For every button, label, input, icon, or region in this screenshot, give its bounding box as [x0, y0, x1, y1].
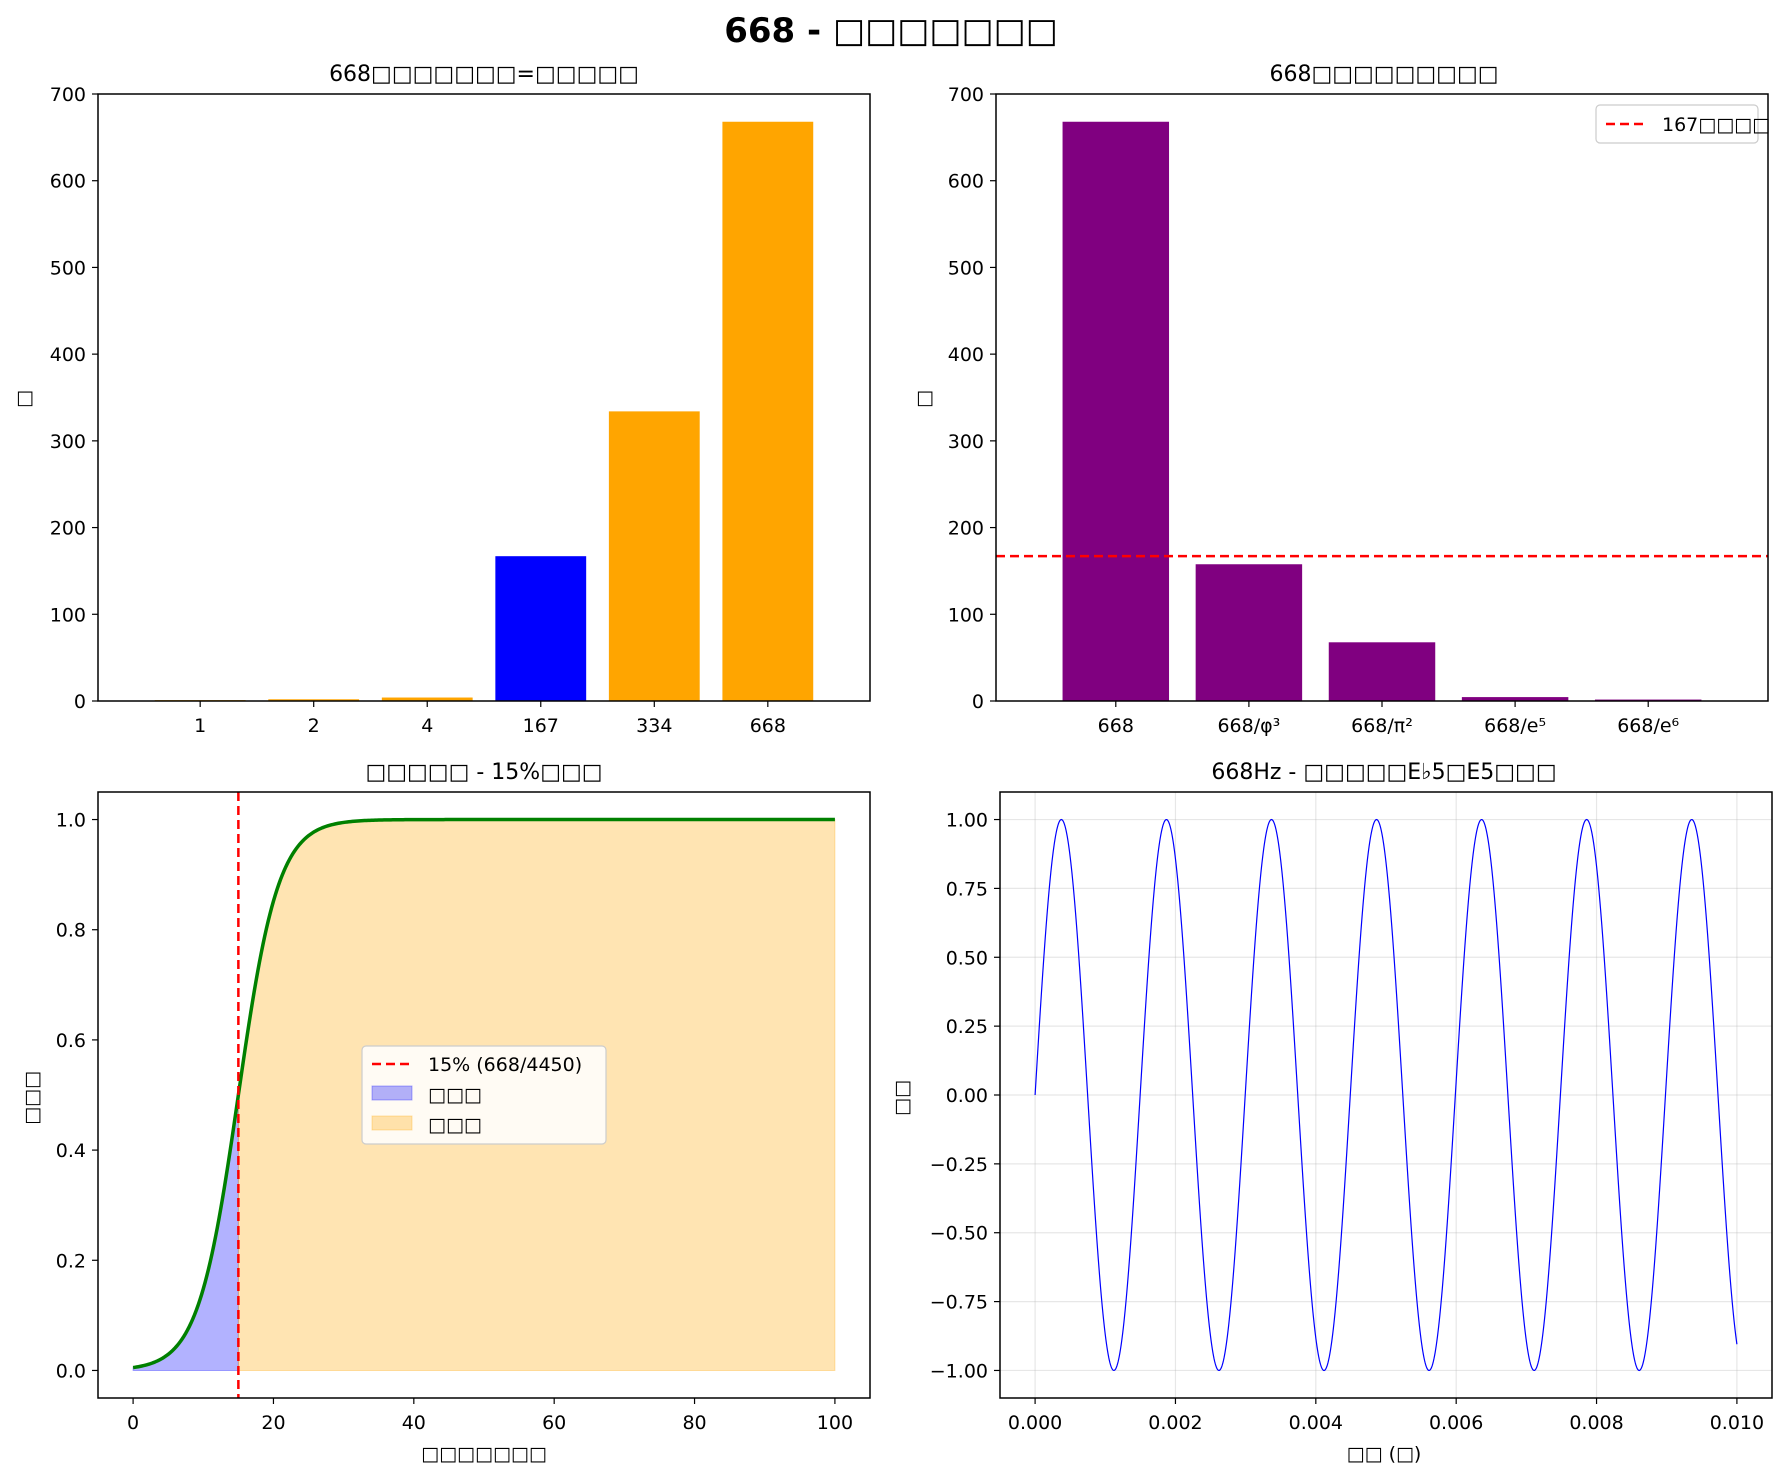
panel1-title: 668□□□□□□□=□□□□□: [329, 62, 639, 87]
legend-label-threshold: 15% (668/4450): [428, 1054, 582, 1076]
fill-area-before-threshold: [132, 1094, 239, 1371]
y-tick-label: 0.8: [56, 920, 86, 942]
y-tick-label: 0.50: [946, 947, 988, 969]
panel3-title: □□□□□ - 15%□□□: [365, 760, 602, 785]
y-tick-label: 0.0: [56, 1360, 86, 1382]
y-tick-label: 400: [948, 344, 984, 366]
panel1-ylabel: □: [13, 390, 35, 408]
panel3-axes-frame: [97, 791, 871, 1399]
bar-0: [1062, 121, 1170, 701]
panel3-xlabel: □□□□□□□: [421, 1443, 547, 1465]
bar-334: [608, 411, 700, 701]
y-tick-label: 0.25: [946, 1016, 988, 1038]
x-tick-label: 20: [261, 1412, 285, 1434]
panel-logistic-curve: □□□□□ - 15%□□□ □□□□□□□ □□□ 0 20 40 60 80 100 …: [21, 760, 871, 1465]
y-tick-label: −0.75: [930, 1292, 988, 1314]
panel3-ylabel: □□□: [21, 1071, 43, 1125]
y-tick-label: 0.00: [946, 1085, 988, 1107]
x-tick-label: 4: [421, 715, 433, 737]
legend-label-reference-line: 167□□□□: [1662, 114, 1770, 136]
x-tick-label: 668/π²: [1351, 715, 1413, 737]
y-tick-label: 100: [948, 604, 984, 626]
x-tick-label: 60: [542, 1412, 566, 1434]
y-tick-label: 500: [50, 257, 86, 279]
y-tick-label: −0.50: [930, 1223, 988, 1245]
legend-label-fill-after: □□□: [428, 1114, 482, 1136]
panel2-legend: 167□□□□: [1595, 104, 1770, 144]
x-tick-label: 334: [636, 715, 672, 737]
y-tick-label: 600: [50, 171, 86, 193]
y-tick-label: 1.00: [946, 810, 988, 832]
figure-suptitle: 668 - □□□□□□□: [724, 11, 1058, 51]
y-tick-label: 300: [50, 431, 86, 453]
y-tick-label: 600: [948, 171, 984, 193]
x-tick-label: 1: [194, 715, 206, 737]
x-tick-label: 0.000: [1008, 1412, 1062, 1434]
legend-box: [1595, 104, 1759, 144]
x-tick-label: 668: [1098, 715, 1134, 737]
panel4-xlabel: □□ (□): [1347, 1443, 1422, 1465]
y-tick-label: 1.0: [56, 810, 86, 832]
x-tick-label: 668/e⁵: [1484, 715, 1546, 737]
y-tick-label: 0.6: [56, 1030, 86, 1052]
y-tick-label: 0: [972, 691, 984, 713]
bar-3: [1461, 697, 1569, 701]
y-tick-label: −1.00: [930, 1360, 988, 1382]
y-tick-label: 100: [50, 604, 86, 626]
panel2-axes-frame: [995, 93, 1769, 702]
panel4-title: 668Hz - □□□□□E♭5□E5□□□: [1211, 760, 1556, 785]
y-tick-label: 0.2: [56, 1250, 86, 1272]
panel2-ylabel: □: [913, 390, 935, 408]
y-tick-label: 400: [50, 344, 86, 366]
x-tick-label: 0.002: [1148, 1412, 1202, 1434]
panel-ratio-bars: 668□□□□□□□□□ □ 668 668/φ³ 668/π² 668/e⁵ 668/…: [913, 62, 1770, 737]
legend-label-fill-before: □□□: [428, 1084, 482, 1106]
y-tick-label: 700: [948, 84, 984, 106]
y-tick-label: 700: [50, 84, 86, 106]
x-tick-label: 2: [308, 715, 320, 737]
x-tick-label: 0.008: [1569, 1412, 1623, 1434]
bar-668: [722, 121, 814, 701]
x-tick-label: 100: [817, 1412, 853, 1434]
bar-1: [1195, 564, 1303, 701]
logistic-curve-line: [132, 817, 835, 1370]
panel-divisor-bars: 668□□□□□□□=□□□□□ □ 1 2 4 167 334 668 0 100 200 3…: [13, 62, 871, 737]
y-tick-label: 200: [50, 518, 86, 540]
x-tick-label: 668/φ³: [1217, 715, 1280, 737]
panel1-axes-frame: [97, 93, 871, 702]
x-tick-label: 0.004: [1289, 1412, 1343, 1434]
x-tick-label: 0.010: [1710, 1412, 1764, 1434]
y-tick-label: 300: [948, 431, 984, 453]
panel-sine-wave: 668Hz - □□□□□E♭5□E5□□□ □□ (□) □□ 0.000 0.…: [891, 760, 1773, 1465]
x-tick-label: 40: [402, 1412, 426, 1434]
bar-167: [495, 556, 587, 701]
y-tick-label: 0: [74, 691, 86, 713]
y-tick-label: 500: [948, 257, 984, 279]
bar-2: [268, 699, 360, 701]
bar-2: [1328, 642, 1436, 701]
panel3-legend: 15% (668/4450) □□□ □□□: [361, 1045, 607, 1145]
legend-swatch-fill-after: [371, 1115, 413, 1131]
legend-box: [361, 1045, 607, 1145]
x-tick-label: 167: [523, 715, 559, 737]
y-tick-label: 0.4: [56, 1140, 86, 1162]
x-tick-label: 0: [127, 1412, 139, 1434]
y-tick-label: −0.25: [930, 1154, 988, 1176]
x-tick-label: 668: [750, 715, 786, 737]
panel2-title: 668□□□□□□□□□: [1269, 62, 1498, 87]
panel4-axes-frame: [999, 791, 1773, 1399]
bar-4: [381, 697, 473, 701]
x-tick-label: 0.006: [1429, 1412, 1483, 1434]
legend-swatch-fill-before: [371, 1085, 413, 1101]
panel4-ylabel: □□: [891, 1080, 913, 1116]
x-tick-label: 80: [682, 1412, 706, 1434]
sine-wave-line: [1034, 818, 1738, 1372]
y-tick-label: 200: [948, 518, 984, 540]
y-tick-label: 0.75: [946, 878, 988, 900]
x-tick-label: 668/e⁶: [1617, 715, 1679, 737]
